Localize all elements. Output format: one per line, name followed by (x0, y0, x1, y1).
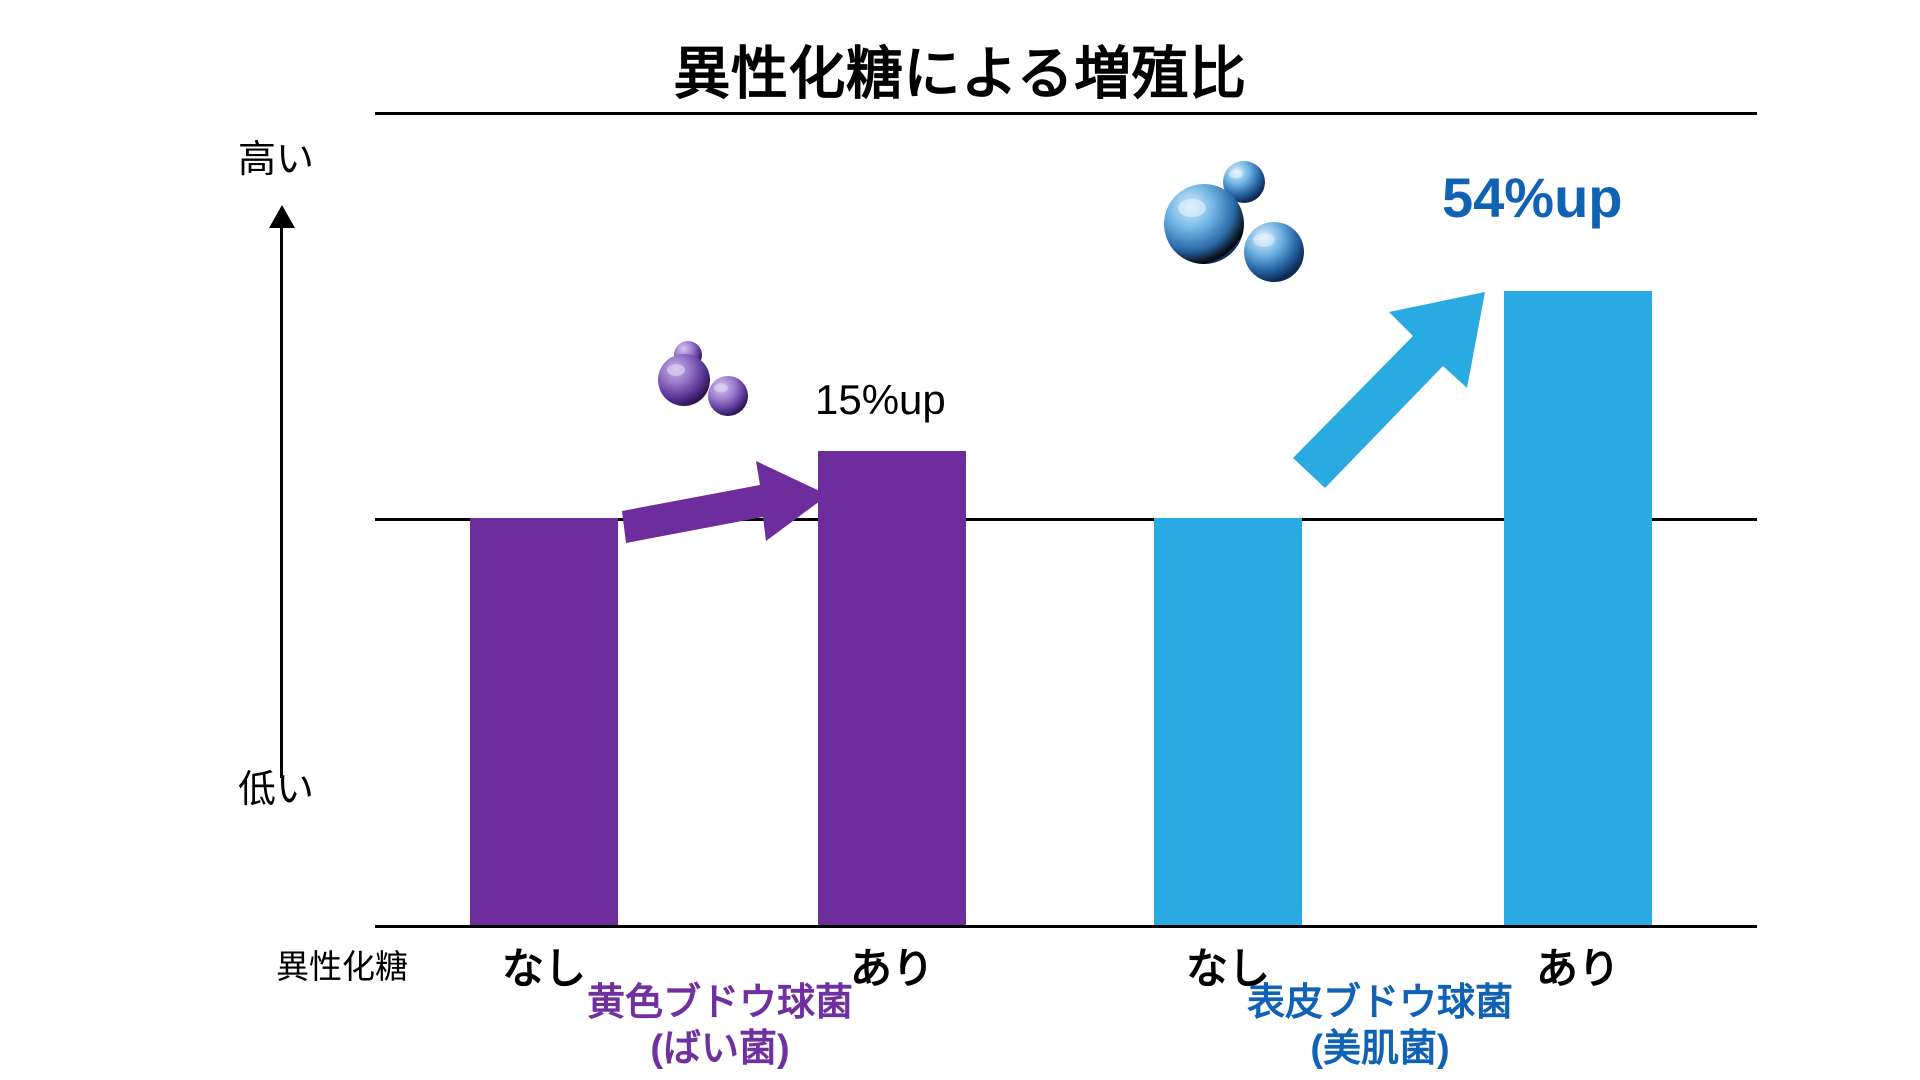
arrow-up-right-icon (1293, 292, 1485, 488)
group-label-staphylococcus-epidermidis: 表皮ブドウ球菌 (美肌菌) (1246, 982, 1513, 1071)
x-tick-blue-none: なし (1185, 945, 1270, 992)
annotation-15-percent: 15%up (815, 376, 946, 423)
x-axis-line (375, 925, 1757, 928)
molecule-icon (658, 341, 748, 416)
arrow-up-right-icon (622, 461, 828, 543)
arrow-up-icon (269, 205, 295, 228)
y-axis-low-label: 低い (238, 769, 315, 811)
group-label-staphylococcus-aureus: 黄色ブドウ球菌 (ばい菌) (586, 982, 853, 1071)
x-tick-blue-with: あり (1535, 945, 1620, 992)
annotation-54-percent: 54%up (1442, 166, 1623, 229)
x-tick-purple-with: あり (849, 945, 934, 992)
x-axis-row-label: 異性化糖 (276, 948, 408, 985)
x-tick-purple-none: なし (501, 945, 586, 992)
bar-blue-none (1154, 518, 1302, 925)
bar-purple-none (470, 518, 618, 925)
y-axis-line (280, 218, 283, 778)
top-border-line (375, 112, 1757, 115)
y-axis-high-label: 高い (238, 139, 315, 181)
baseline-axis (375, 518, 1757, 521)
molecule-icon (1164, 161, 1304, 282)
bar-purple-with (818, 451, 966, 925)
bar-blue-with (1504, 291, 1652, 925)
page-title: 異性化糖による増殖比 (673, 42, 1247, 106)
